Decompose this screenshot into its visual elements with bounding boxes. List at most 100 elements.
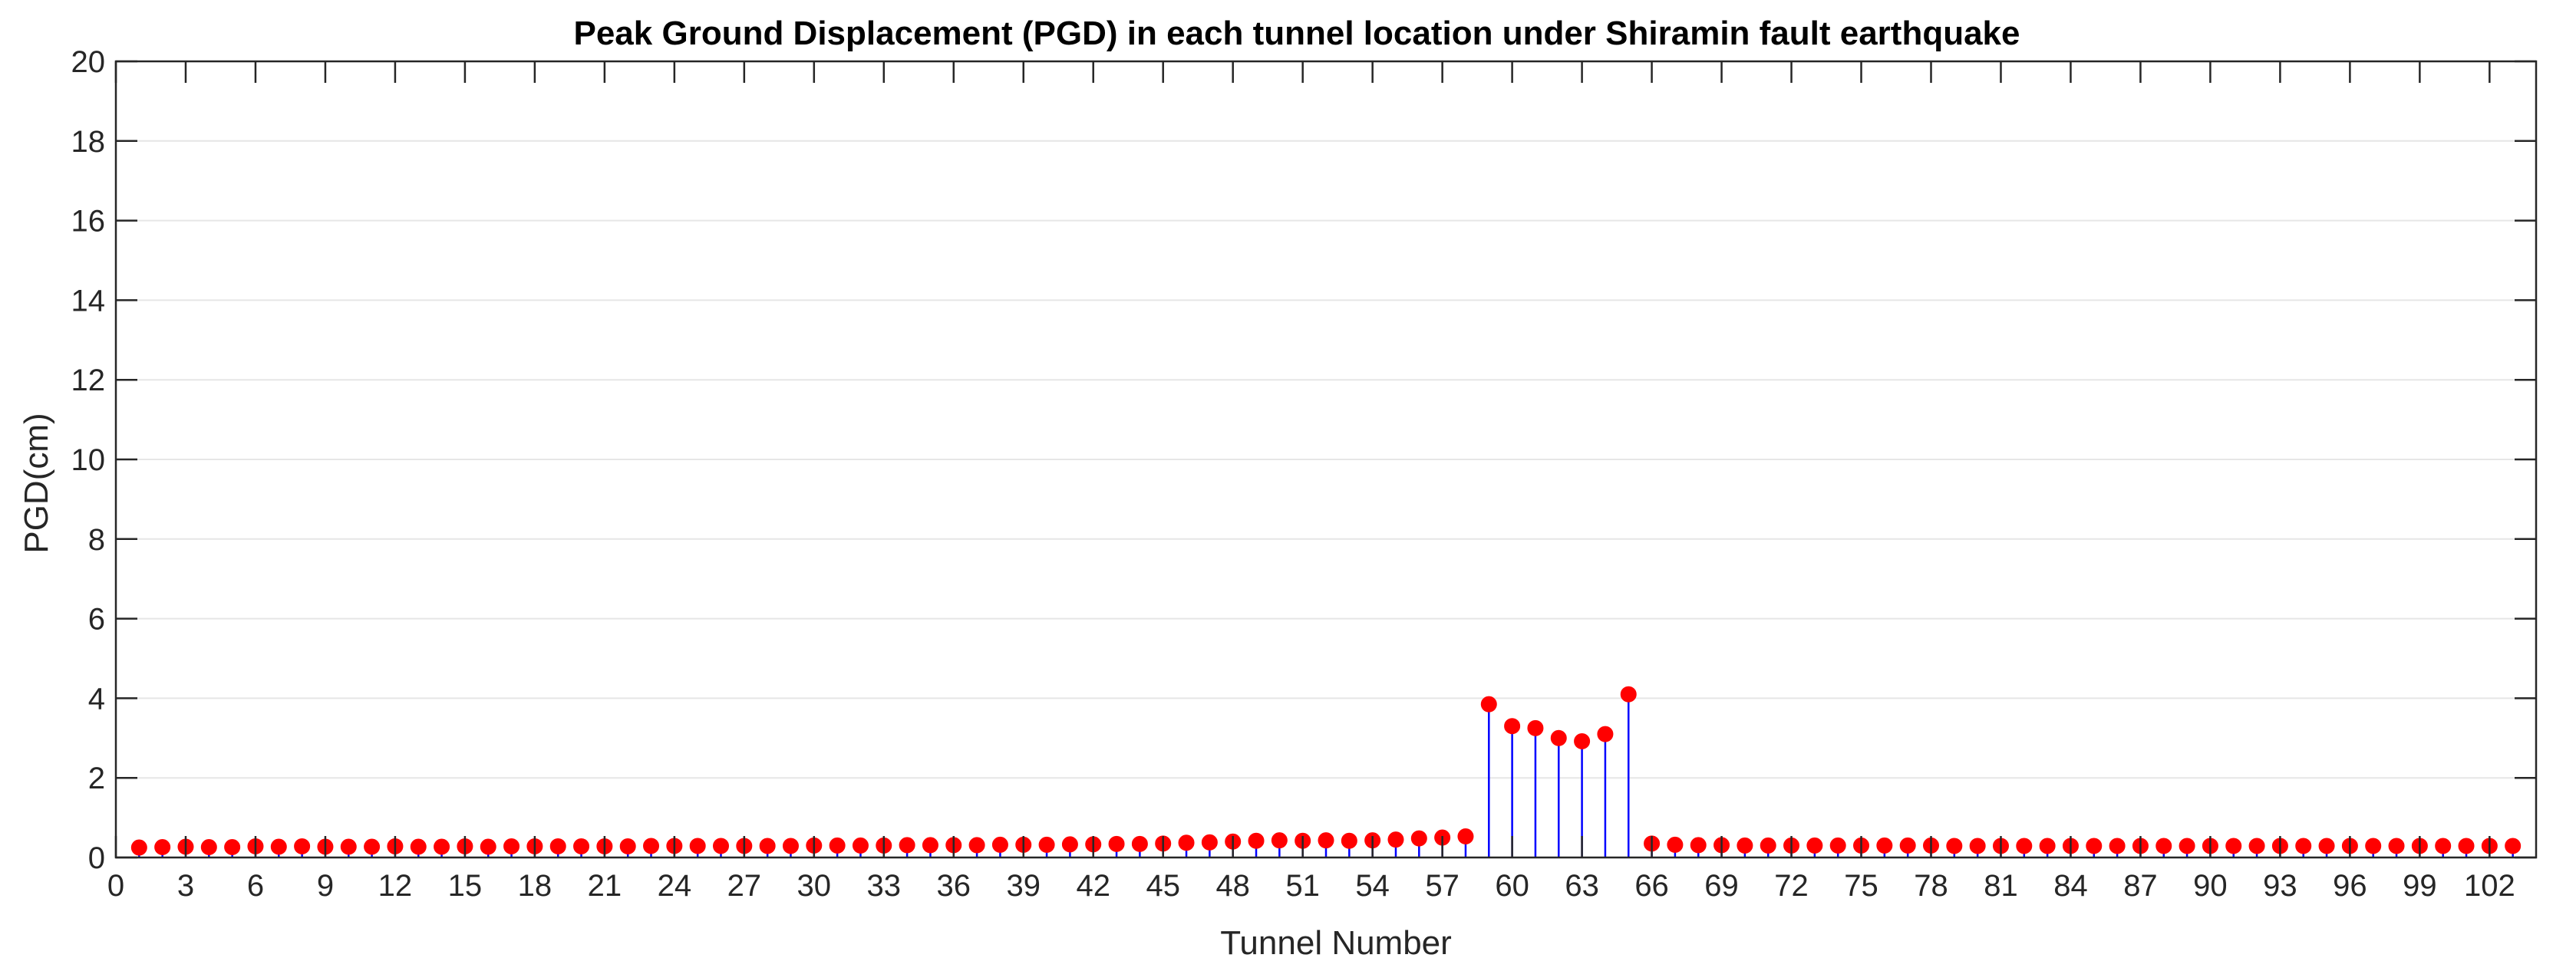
data-point [1131,835,1148,852]
x-tick-label: 36 [937,869,971,903]
data-point [1574,732,1591,749]
data-point [689,838,706,854]
x-tick-label: 0 [107,869,124,903]
data-point [2248,838,2265,854]
x-tick-label: 90 [2193,869,2228,903]
y-tick-label: 10 [71,443,106,477]
x-tick-label: 54 [1355,869,1390,903]
data-point [434,838,450,855]
data-point [1178,834,1195,851]
x-tick-label: 48 [1215,869,1250,903]
x-tick-label: 21 [588,869,622,903]
y-tick-label: 6 [88,603,105,637]
data-point [1550,729,1567,746]
data-point [1899,837,1916,854]
data-point [2086,838,2103,854]
y-tick-label: 8 [88,523,105,557]
x-tick-label: 15 [448,869,483,903]
chart-title: Peak Ground Displacement (PGD) in each t… [573,15,2020,52]
data-point [2365,838,2382,854]
data-point [1667,836,1684,853]
data-point [2225,838,2242,854]
x-tick-label: 39 [1007,869,1041,903]
data-point [713,838,729,854]
data-point [1690,837,1707,854]
data-point [410,838,427,855]
x-tick-label: 78 [1914,869,1948,903]
data-point [968,837,985,854]
data-point [1457,828,1474,844]
data-point [480,838,496,855]
data-point [1597,726,1614,742]
data-point [224,839,241,856]
data-point [1737,837,1753,854]
data-point [2295,838,2312,854]
x-tick-label: 45 [1146,869,1180,903]
x-tick-label: 93 [2263,869,2297,903]
x-tick-label: 24 [658,869,692,903]
y-axis-label: PGD(cm) [18,413,55,553]
data-point [1760,837,1776,854]
data-point [922,837,938,854]
data-point [829,837,846,854]
data-point [130,839,147,856]
data-point [1946,838,1963,854]
x-tick-label: 27 [727,869,762,903]
data-point [1061,836,1078,853]
data-point [2458,838,2475,854]
data-point [991,836,1008,853]
stem-layer [130,686,2522,857]
data-point [549,838,566,854]
data-point [1829,837,1846,854]
x-tick-label: 99 [2403,869,2437,903]
data-point [1341,832,1357,849]
data-point [2505,838,2522,854]
data-point [2435,838,2452,854]
x-tick-label: 51 [1285,869,1320,903]
x-tick-label: 75 [1844,869,1878,903]
y-tick-label: 2 [88,762,105,795]
data-point [294,838,311,854]
x-tick-label: 57 [1425,869,1460,903]
x-tick-label: 60 [1495,869,1529,903]
data-point [782,838,799,854]
data-point [1387,831,1404,848]
data-point [1201,834,1218,851]
x-tick-label: 42 [1076,869,1110,903]
x-tick-label: 96 [2333,869,2367,903]
x-tick-label: 66 [1634,869,1669,903]
data-point [2179,838,2195,854]
grid-layer [116,140,2536,779]
data-point [1038,836,1055,853]
data-point [1108,835,1125,852]
data-point [1620,686,1637,703]
x-tick-label: 12 [378,869,413,903]
x-tick-label: 30 [797,869,832,903]
data-point [1318,832,1334,849]
y-tick-label: 18 [71,125,106,159]
data-point [1806,837,1823,854]
data-point [1410,830,1427,847]
data-point [643,838,660,854]
y-tick-label: 20 [71,45,106,79]
data-point [2109,838,2126,854]
y-tick-label: 0 [88,841,105,875]
data-point [619,838,636,854]
x-tick-label: 63 [1565,869,1599,903]
x-tick-label: 72 [1774,869,1809,903]
data-point [503,838,520,854]
data-point [270,838,287,855]
x-axis-label: Tunnel Number [1220,924,1452,962]
x-tick-label: 102 [2464,869,2515,903]
data-point [852,837,869,854]
data-point [340,838,357,855]
data-point [364,838,381,855]
x-tick-label: 84 [2053,869,2088,903]
data-point [899,837,915,854]
x-tick-label: 81 [1984,869,2018,903]
data-point [154,839,171,856]
x-tick-label: 87 [2123,869,2158,903]
x-tick-label: 9 [317,869,334,903]
data-point [1248,832,1265,849]
